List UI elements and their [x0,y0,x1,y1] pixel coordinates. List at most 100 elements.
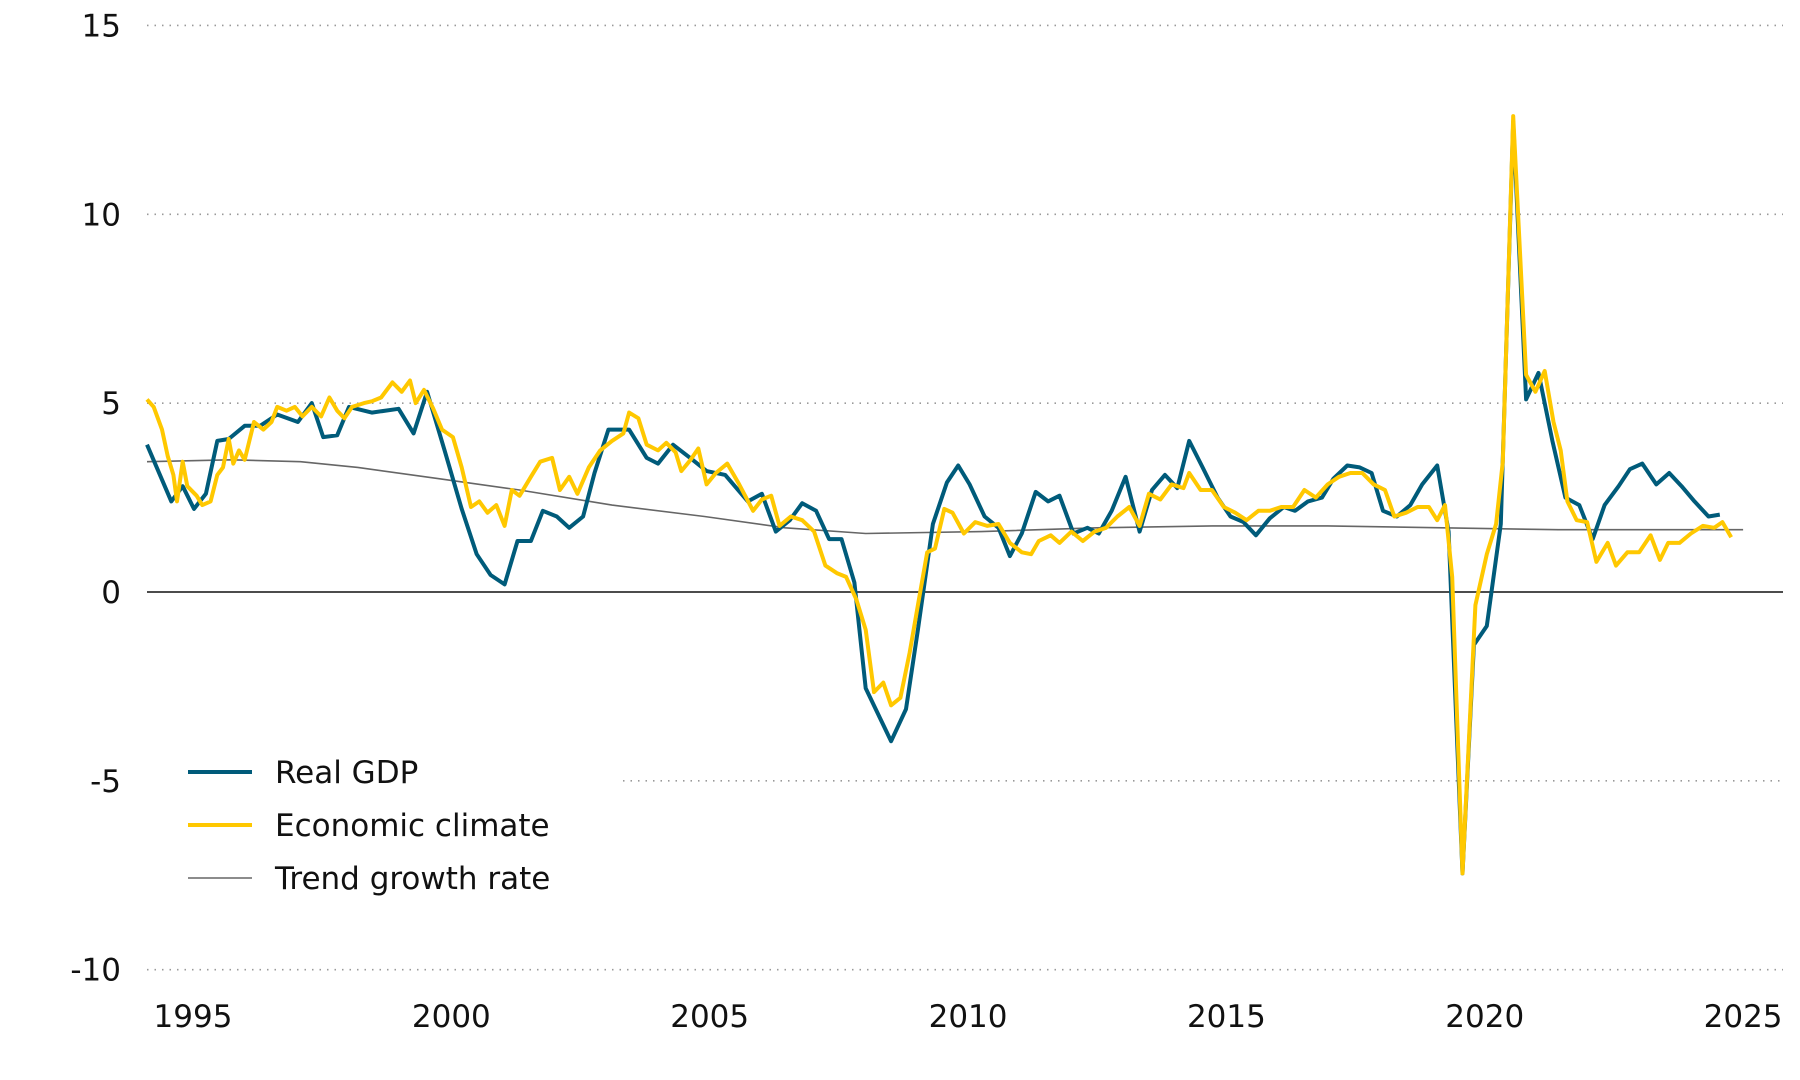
y-tick-label: -10 [70,953,121,989]
data-point [153,406,154,407]
data-point [238,450,239,451]
data-point [1544,371,1545,372]
data-point [517,541,518,542]
data-point [1359,467,1360,468]
data-point [1246,520,1247,521]
data-point [519,490,520,491]
data-point [1442,527,1443,528]
y-tick-label: 0 [101,575,121,611]
data-point [371,412,372,413]
data-point [167,456,168,457]
data-point [1642,463,1643,464]
data-point [987,525,988,526]
data-point [1021,552,1022,553]
data-point [530,476,531,477]
data-point [487,512,488,513]
data-point [300,461,301,462]
data-point [1327,484,1328,485]
data-point [1347,465,1348,466]
data-point [1394,516,1395,517]
data-point [479,501,480,502]
data-point [891,741,892,742]
data-point [1627,552,1628,553]
data-point [1502,461,1503,462]
data-point [1702,525,1703,526]
data-point [415,403,416,404]
gridlines [147,24,1783,971]
legend-item-trend-growth-rate[interactable]: Trend growth rate [188,861,550,897]
data-point [1160,499,1161,500]
data-point [1382,510,1383,511]
data-point [504,584,505,585]
data-point [187,486,188,487]
data-point [444,450,445,451]
data-point [1235,512,1236,513]
data-point [344,418,345,419]
data-point [1362,473,1363,474]
data-point [658,463,659,464]
data-point [1009,542,1010,543]
data-point [323,437,324,438]
data-point [761,499,762,500]
data-point [1656,484,1657,485]
data-point [1269,510,1270,511]
data-point [1293,507,1294,508]
data-point [337,410,338,411]
data-point [706,484,707,485]
data-point [433,408,434,409]
data-point [1596,561,1597,562]
data-point [1743,529,1744,530]
data-point [623,433,624,434]
data-point [349,406,350,407]
data-point [1618,486,1619,487]
data-point [569,527,570,528]
data-point [739,484,740,485]
data-point [1579,505,1580,506]
data-point [233,463,234,464]
data-point [934,548,935,549]
data-point [1558,529,1559,530]
data-point [438,478,439,479]
data-point [725,474,726,475]
data-point [1071,531,1072,532]
data-point [1295,510,1296,511]
data-point [182,486,183,487]
data-point [1082,541,1083,542]
data-point [311,403,312,404]
data-point [706,471,707,472]
data-point [194,508,195,509]
data-point [1087,527,1088,528]
data-point [612,440,613,441]
data-point [1669,473,1670,474]
data-point [1129,507,1130,508]
data-point [302,416,303,417]
data-point [1211,490,1212,491]
data-point [1604,505,1605,506]
data-point [205,493,206,494]
data-point [825,565,826,566]
data-point [552,457,553,458]
legend-item-economic-climate[interactable]: Economic climate [188,808,550,844]
data-point [690,459,691,460]
data-point [1576,520,1577,521]
legend-item-real-gdp[interactable]: Real GDP [188,755,418,791]
data-point [927,552,928,553]
data-point [856,599,857,600]
data-point [874,692,875,693]
data-point [161,429,162,430]
data-point [753,510,754,511]
data-point [1629,469,1630,470]
data-point [286,410,287,411]
data-point [173,474,174,475]
data-point [1668,542,1669,543]
data-point [263,429,264,430]
data-point [727,463,728,464]
data-point [271,422,272,423]
data-point [841,539,842,540]
data-point [608,429,609,430]
data-point [865,533,866,534]
data-point [1125,476,1126,477]
data-point [1513,116,1514,117]
data-point [932,524,933,525]
data-point [1406,512,1407,513]
